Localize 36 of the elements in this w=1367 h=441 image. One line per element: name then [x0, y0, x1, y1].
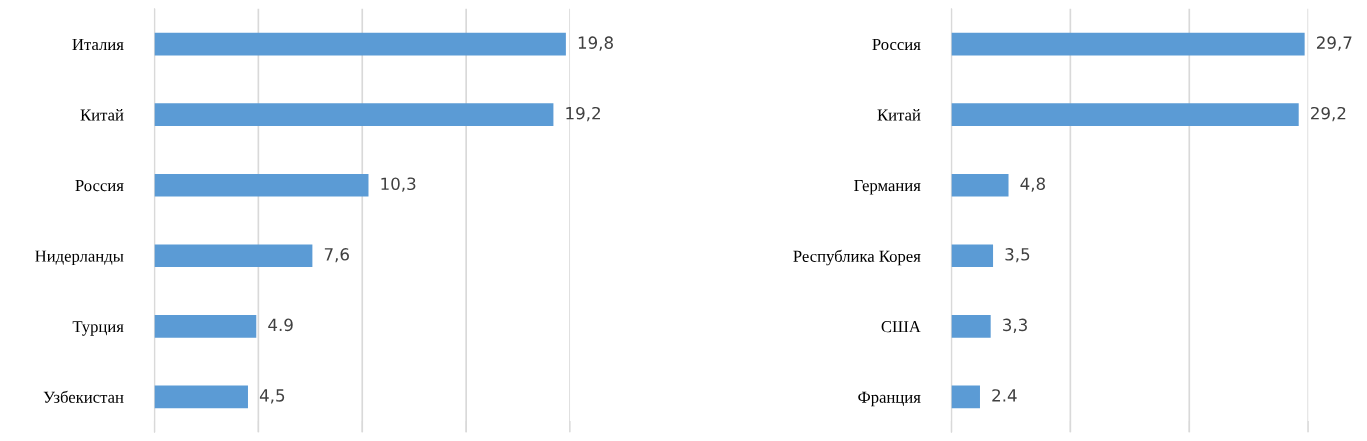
y-tick-label: Нидерланды [35, 250, 124, 266]
bar [154, 173, 369, 197]
y-tick-label: США [881, 321, 921, 333]
y-tick-label: Республика Корея [793, 249, 921, 266]
data-label: 4,8 [1020, 177, 1045, 192]
data-label: 2.4 [992, 389, 1017, 402]
data-label: 10,3 [381, 177, 416, 192]
data-label: 29,7 [1316, 36, 1352, 51]
y-tick-label: Франция [858, 391, 921, 407]
data-label: 4.9 [268, 318, 293, 332]
data-label: 7,6 [324, 248, 349, 263]
data-label: 19,8 [578, 36, 613, 51]
y-tick-label: Россия [872, 38, 921, 51]
bar [951, 32, 1305, 56]
bar [951, 385, 980, 409]
bar [951, 244, 994, 268]
bar [154, 244, 313, 268]
bar [154, 385, 248, 409]
data-label: 29,2 [1311, 106, 1346, 122]
data-label: 3,3 [1003, 318, 1027, 333]
bar [154, 103, 554, 126]
data-label: 3,5 [1005, 248, 1030, 263]
data-label: 19,2 [566, 106, 600, 122]
bar [951, 103, 1299, 126]
y-tick-label: Китай [877, 109, 921, 121]
y-tick-label: Италия [72, 38, 124, 51]
bar [951, 173, 1009, 197]
y-tick-label: Турция [72, 321, 124, 336]
data-label: 4,5 [259, 389, 285, 404]
bar [951, 315, 991, 338]
y-tick-label: Узбекистан [43, 390, 124, 403]
bar [154, 315, 257, 338]
y-tick-label: Китай [80, 109, 124, 121]
bar [154, 32, 566, 56]
y-tick-label: Германия [854, 180, 921, 195]
y-tick-label: Россия [75, 180, 124, 192]
